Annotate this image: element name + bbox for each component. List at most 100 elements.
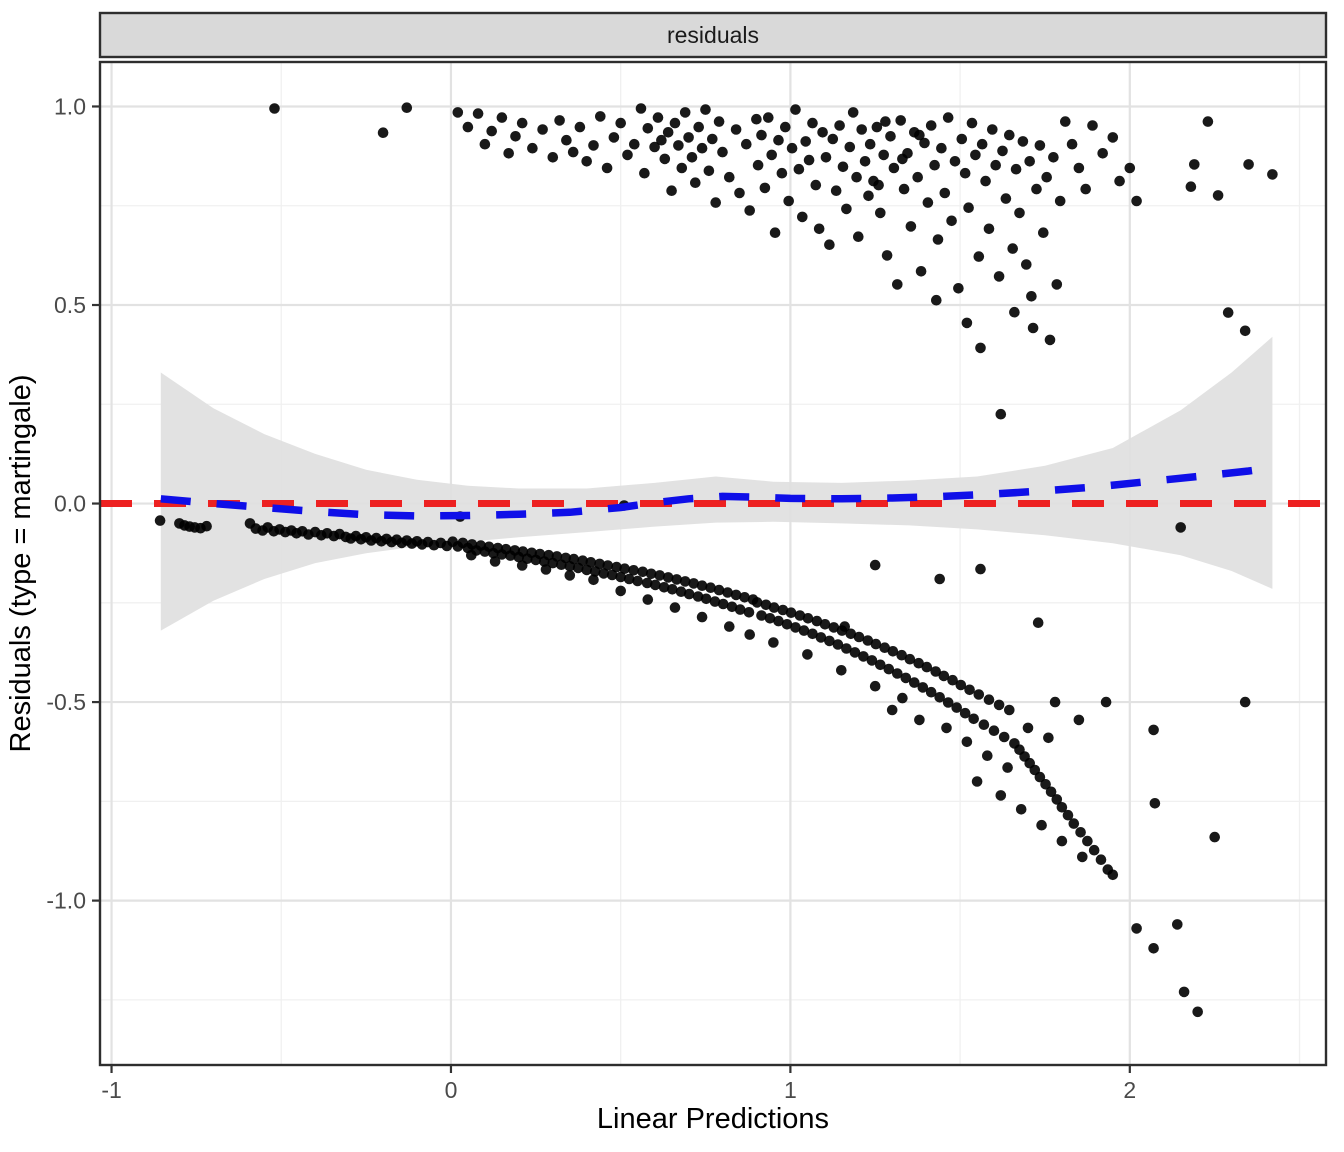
data-point xyxy=(561,134,572,146)
data-point xyxy=(904,653,916,665)
data-point xyxy=(577,555,588,566)
data-point xyxy=(1148,943,1159,954)
data-point xyxy=(568,553,580,565)
data-point xyxy=(744,205,755,216)
data-point xyxy=(1054,195,1066,207)
data-point xyxy=(881,250,893,261)
data-point xyxy=(581,156,592,167)
data-point xyxy=(942,697,954,708)
data-point xyxy=(1004,129,1015,141)
data-point xyxy=(739,592,750,603)
data-point xyxy=(851,171,862,183)
data-point xyxy=(1172,919,1183,930)
data-point xyxy=(773,615,784,627)
data-point xyxy=(963,202,974,213)
data-point xyxy=(1031,183,1042,195)
data-point xyxy=(883,663,895,675)
data-point xyxy=(686,152,698,163)
data-point xyxy=(1222,307,1234,318)
data-point xyxy=(971,776,983,787)
data-point xyxy=(724,621,735,632)
data-point xyxy=(819,619,831,630)
data-point xyxy=(1095,854,1107,865)
data-point xyxy=(961,317,973,329)
data-point xyxy=(639,167,650,179)
confidence-band xyxy=(160,336,1273,631)
data-point xyxy=(1066,138,1078,150)
data-point xyxy=(705,582,716,593)
data-point xyxy=(1148,724,1159,736)
data-point xyxy=(1060,116,1071,127)
data-point xyxy=(892,668,903,679)
data-point xyxy=(975,563,986,575)
data-point xyxy=(844,141,856,153)
data-point xyxy=(722,587,733,598)
data-point xyxy=(642,123,654,134)
data-point xyxy=(1049,696,1061,708)
data-point xyxy=(1212,190,1224,201)
data-point xyxy=(777,604,789,616)
data-point xyxy=(1000,193,1012,204)
data-point xyxy=(1036,819,1047,831)
data-point xyxy=(669,602,681,613)
data-point xyxy=(912,171,923,183)
data-point xyxy=(756,610,767,621)
data-point xyxy=(635,103,647,114)
data-point xyxy=(564,570,576,581)
data-point xyxy=(1178,986,1190,998)
data-point xyxy=(869,680,881,692)
data-point xyxy=(1073,162,1085,174)
scatter-points xyxy=(154,102,1278,1018)
data-point xyxy=(802,613,814,624)
data-point xyxy=(973,689,985,700)
y-tick-label: -0.5 xyxy=(46,689,86,715)
data-point xyxy=(472,108,484,119)
data-point xyxy=(1027,322,1039,334)
data-point xyxy=(1075,827,1086,838)
data-point xyxy=(588,140,599,151)
data-point xyxy=(1239,325,1251,337)
data-point xyxy=(1192,1006,1203,1018)
data-point xyxy=(897,153,908,165)
data-point xyxy=(1068,818,1080,829)
data-point xyxy=(1097,148,1108,159)
data-point xyxy=(743,607,755,618)
data-point xyxy=(892,279,903,290)
data-point xyxy=(594,558,605,570)
data-point xyxy=(941,722,952,734)
data-point xyxy=(897,692,908,704)
data-point xyxy=(913,657,924,669)
data-point xyxy=(871,121,883,133)
data-point xyxy=(1189,159,1200,170)
data-point xyxy=(479,138,491,150)
data-point xyxy=(887,646,899,657)
data-point xyxy=(1051,279,1063,290)
data-point xyxy=(766,149,777,161)
data-point xyxy=(642,594,654,605)
data-point xyxy=(930,666,941,677)
data-point xyxy=(641,577,653,589)
data-point xyxy=(870,638,882,650)
data-point xyxy=(540,564,552,575)
data-point xyxy=(1239,696,1251,708)
data-point xyxy=(1087,120,1098,131)
data-point xyxy=(961,736,973,748)
facet-strip xyxy=(98,11,1328,59)
data-point xyxy=(554,115,565,126)
data-point xyxy=(983,223,995,235)
loess-smooth-line xyxy=(160,464,1273,520)
data-point xyxy=(734,187,745,199)
data-point xyxy=(1017,136,1029,147)
data-point xyxy=(839,621,850,632)
data-point xyxy=(970,149,981,161)
data-point xyxy=(925,120,937,131)
data-point xyxy=(917,682,929,693)
data-point xyxy=(726,601,738,613)
data-point xyxy=(690,177,701,188)
data-point xyxy=(824,239,835,250)
data-point xyxy=(886,704,898,716)
data-point xyxy=(879,642,890,653)
data-point xyxy=(269,103,280,114)
data-point xyxy=(858,651,869,662)
